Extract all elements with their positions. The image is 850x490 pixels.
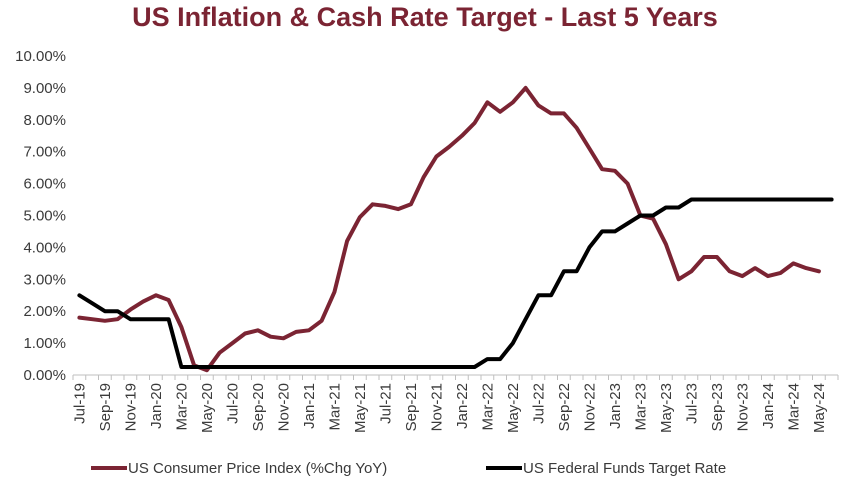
x-tick-label: Jul-22: [530, 383, 547, 424]
x-tick-label: May-24: [811, 383, 828, 433]
x-tick-label: Mar-21: [326, 383, 343, 431]
legend: US Consumer Price Index (%Chg YoY) US Fed…: [91, 460, 726, 477]
x-tick-label: Nov-20: [275, 383, 292, 431]
x-tick-label: Sep-22: [556, 383, 573, 431]
y-tick-label: 10.00%: [15, 48, 66, 65]
y-tick-label: 6.00%: [23, 176, 66, 193]
x-tick-label: May-20: [199, 383, 216, 433]
x-tick-label: Mar-22: [479, 383, 496, 431]
x-tick-label: May-22: [505, 383, 522, 433]
x-tick-label: Nov-23: [734, 383, 751, 431]
x-tick-label: Jul-21: [377, 383, 394, 424]
x-tick-label: Jul-20: [224, 383, 241, 424]
legend-label: US Federal Funds Target Rate: [523, 460, 726, 477]
x-tick-label: Jan-21: [301, 383, 318, 429]
x-tick-label: Jan-22: [454, 383, 471, 429]
x-tick-label: Jul-23: [683, 383, 700, 424]
y-tick-label: 7.00%: [23, 144, 66, 161]
y-tick-label: 4.00%: [23, 239, 66, 256]
series-lines: [77, 85, 834, 373]
series-line-cpi: [77, 85, 821, 373]
x-tick-label: Mar-23: [632, 383, 649, 431]
x-tick-label: Mar-24: [785, 383, 802, 431]
y-tick-label: 2.00%: [23, 303, 66, 320]
x-tick-label: Nov-19: [122, 383, 139, 431]
x-tick-label: May-21: [352, 383, 369, 433]
x-tick-label: Jan-20: [148, 383, 165, 429]
x-tick-label: May-23: [658, 383, 675, 433]
x-axis-tick-marks: [72, 375, 839, 380]
y-axis-ticks: 0.00% 1.00% 2.00% 3.00% 4.00% 5.00% 6.00% 7.00%…: [15, 48, 66, 384]
legend-label: US Consumer Price Index (%Chg YoY): [128, 460, 387, 477]
x-tick-label: Mar-20: [173, 383, 190, 431]
y-tick-label: 9.00%: [23, 80, 66, 97]
chart-title: US Inflation & Cash Rate Target - Last 5…: [132, 2, 718, 32]
x-tick-label: Sep-23: [709, 383, 726, 431]
x-tick-label: Nov-22: [581, 383, 598, 431]
y-tick-label: 3.00%: [23, 271, 66, 288]
y-tick-label: 0.00%: [23, 367, 66, 384]
x-tick-label: Sep-19: [97, 383, 114, 431]
x-tick-label: Sep-21: [403, 383, 420, 431]
x-tick-label: Sep-20: [250, 383, 267, 431]
x-tick-label: Jul-19: [71, 383, 88, 424]
y-tick-label: 8.00%: [23, 112, 66, 129]
x-tick-label: Jan-24: [760, 383, 777, 429]
x-tick-label: Jan-23: [607, 383, 624, 429]
x-axis-ticks: Jul-19 Sep-19 Nov-19 Jan-20 Mar-20 May-20 Jul-…: [71, 383, 828, 433]
y-tick-label: 1.00%: [23, 335, 66, 352]
x-tick-label: Nov-21: [428, 383, 445, 431]
y-tick-label: 5.00%: [23, 208, 66, 225]
series-line-fed-funds-rate: [77, 197, 834, 369]
